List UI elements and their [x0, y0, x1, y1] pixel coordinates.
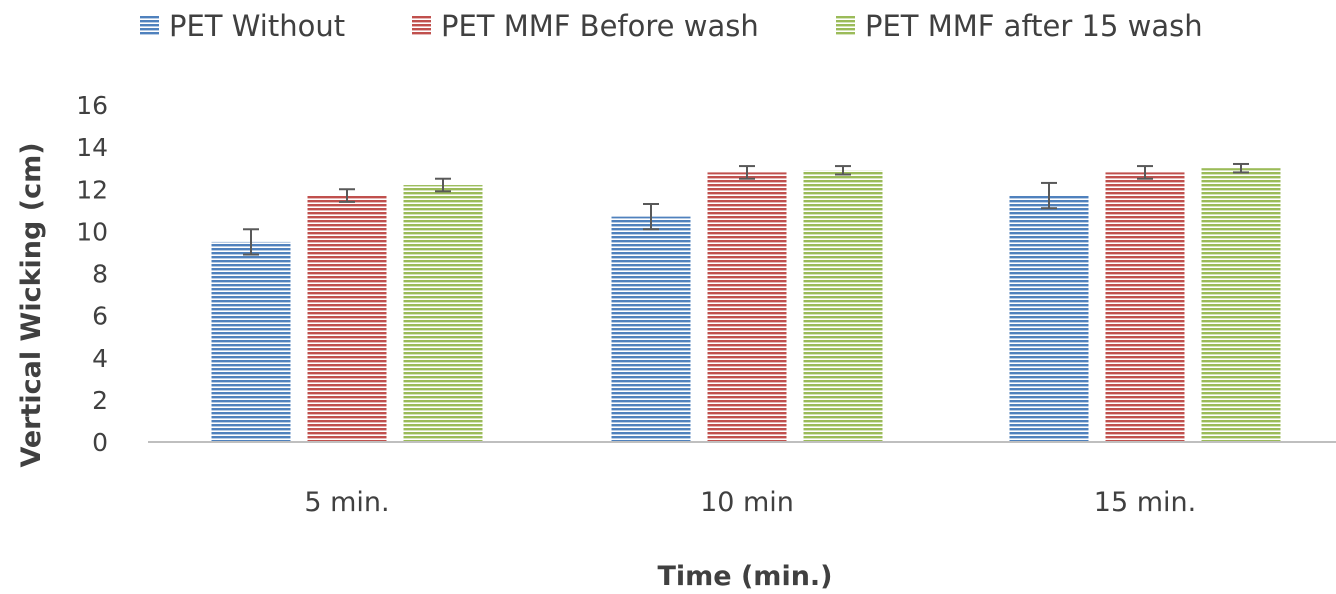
- y-tick-label: 6: [92, 302, 108, 331]
- y-tick-label: 12: [76, 175, 108, 204]
- error-bar-pet-without-15-min: [1041, 181, 1057, 210]
- y-tick-label: 16: [76, 91, 108, 120]
- y-axis-title: Vertical Wicking (cm): [16, 142, 47, 467]
- legend-label-pet-mmf-before-wash: PET MMF Before wash: [441, 9, 759, 43]
- error-bar-pet-without-5-min: [243, 228, 259, 256]
- bar-pet-mmf-after-15-wash-10-min: [803, 170, 883, 442]
- legend-label-pet-without: PET Without: [169, 9, 345, 43]
- error-bar-pet-mmf-after-15-wash-5-min: [435, 177, 451, 193]
- bar-pet-mmf-before-wash-10-min: [707, 172, 787, 442]
- bar-pet-mmf-before-wash-5-min: [307, 195, 387, 442]
- legend-label-pet-mmf-after-15-wash: PET MMF after 15 wash: [865, 9, 1203, 43]
- y-tick-label: 4: [92, 344, 108, 373]
- error-bar-pet-without-10-min: [643, 202, 659, 231]
- legend-swatch-pet-mmf-after-15-wash: [836, 16, 855, 35]
- bars: [211, 168, 1281, 442]
- y-axis-ticks: 0 2 4 6 8 10 12 14 16: [76, 91, 108, 457]
- bar-pet-without-15-min: [1009, 195, 1089, 442]
- legend-swatch-pet-without: [140, 16, 159, 35]
- x-axis-title: Time (min.): [657, 561, 832, 592]
- y-tick-label: 8: [92, 260, 108, 289]
- x-category-label: 10 min: [700, 487, 794, 518]
- error-bar-pet-mmf-before-wash-5-min: [339, 188, 355, 203]
- y-tick-label: 0: [92, 428, 108, 457]
- legend: PET Without PET MMF Before wash PET MMF af…: [140, 9, 1203, 43]
- bar-pet-mmf-after-15-wash-5-min: [403, 185, 483, 442]
- y-tick-label: 10: [76, 217, 108, 246]
- bar-pet-mmf-after-15-wash-15-min: [1201, 168, 1281, 442]
- error-bars: [243, 162, 1249, 256]
- y-tick-label: 14: [76, 133, 108, 162]
- x-category-label: 5 min.: [304, 487, 389, 518]
- x-axis-categories: 5 min. 10 min 15 min.: [304, 487, 1196, 518]
- bar-pet-without-10-min: [611, 216, 691, 442]
- bar-pet-mmf-before-wash-15-min: [1105, 172, 1185, 442]
- bar-pet-without-5-min: [211, 241, 291, 442]
- legend-swatch-pet-mmf-before-wash: [412, 16, 431, 35]
- error-bar-pet-mmf-after-15-wash-10-min: [835, 165, 851, 176]
- x-category-label: 15 min.: [1094, 487, 1196, 518]
- y-tick-label: 2: [92, 386, 108, 415]
- error-bar-pet-mmf-before-wash-15-min: [1137, 165, 1153, 180]
- error-bar-pet-mmf-after-15-wash-15-min: [1233, 162, 1249, 174]
- error-bar-pet-mmf-before-wash-10-min: [739, 165, 755, 180]
